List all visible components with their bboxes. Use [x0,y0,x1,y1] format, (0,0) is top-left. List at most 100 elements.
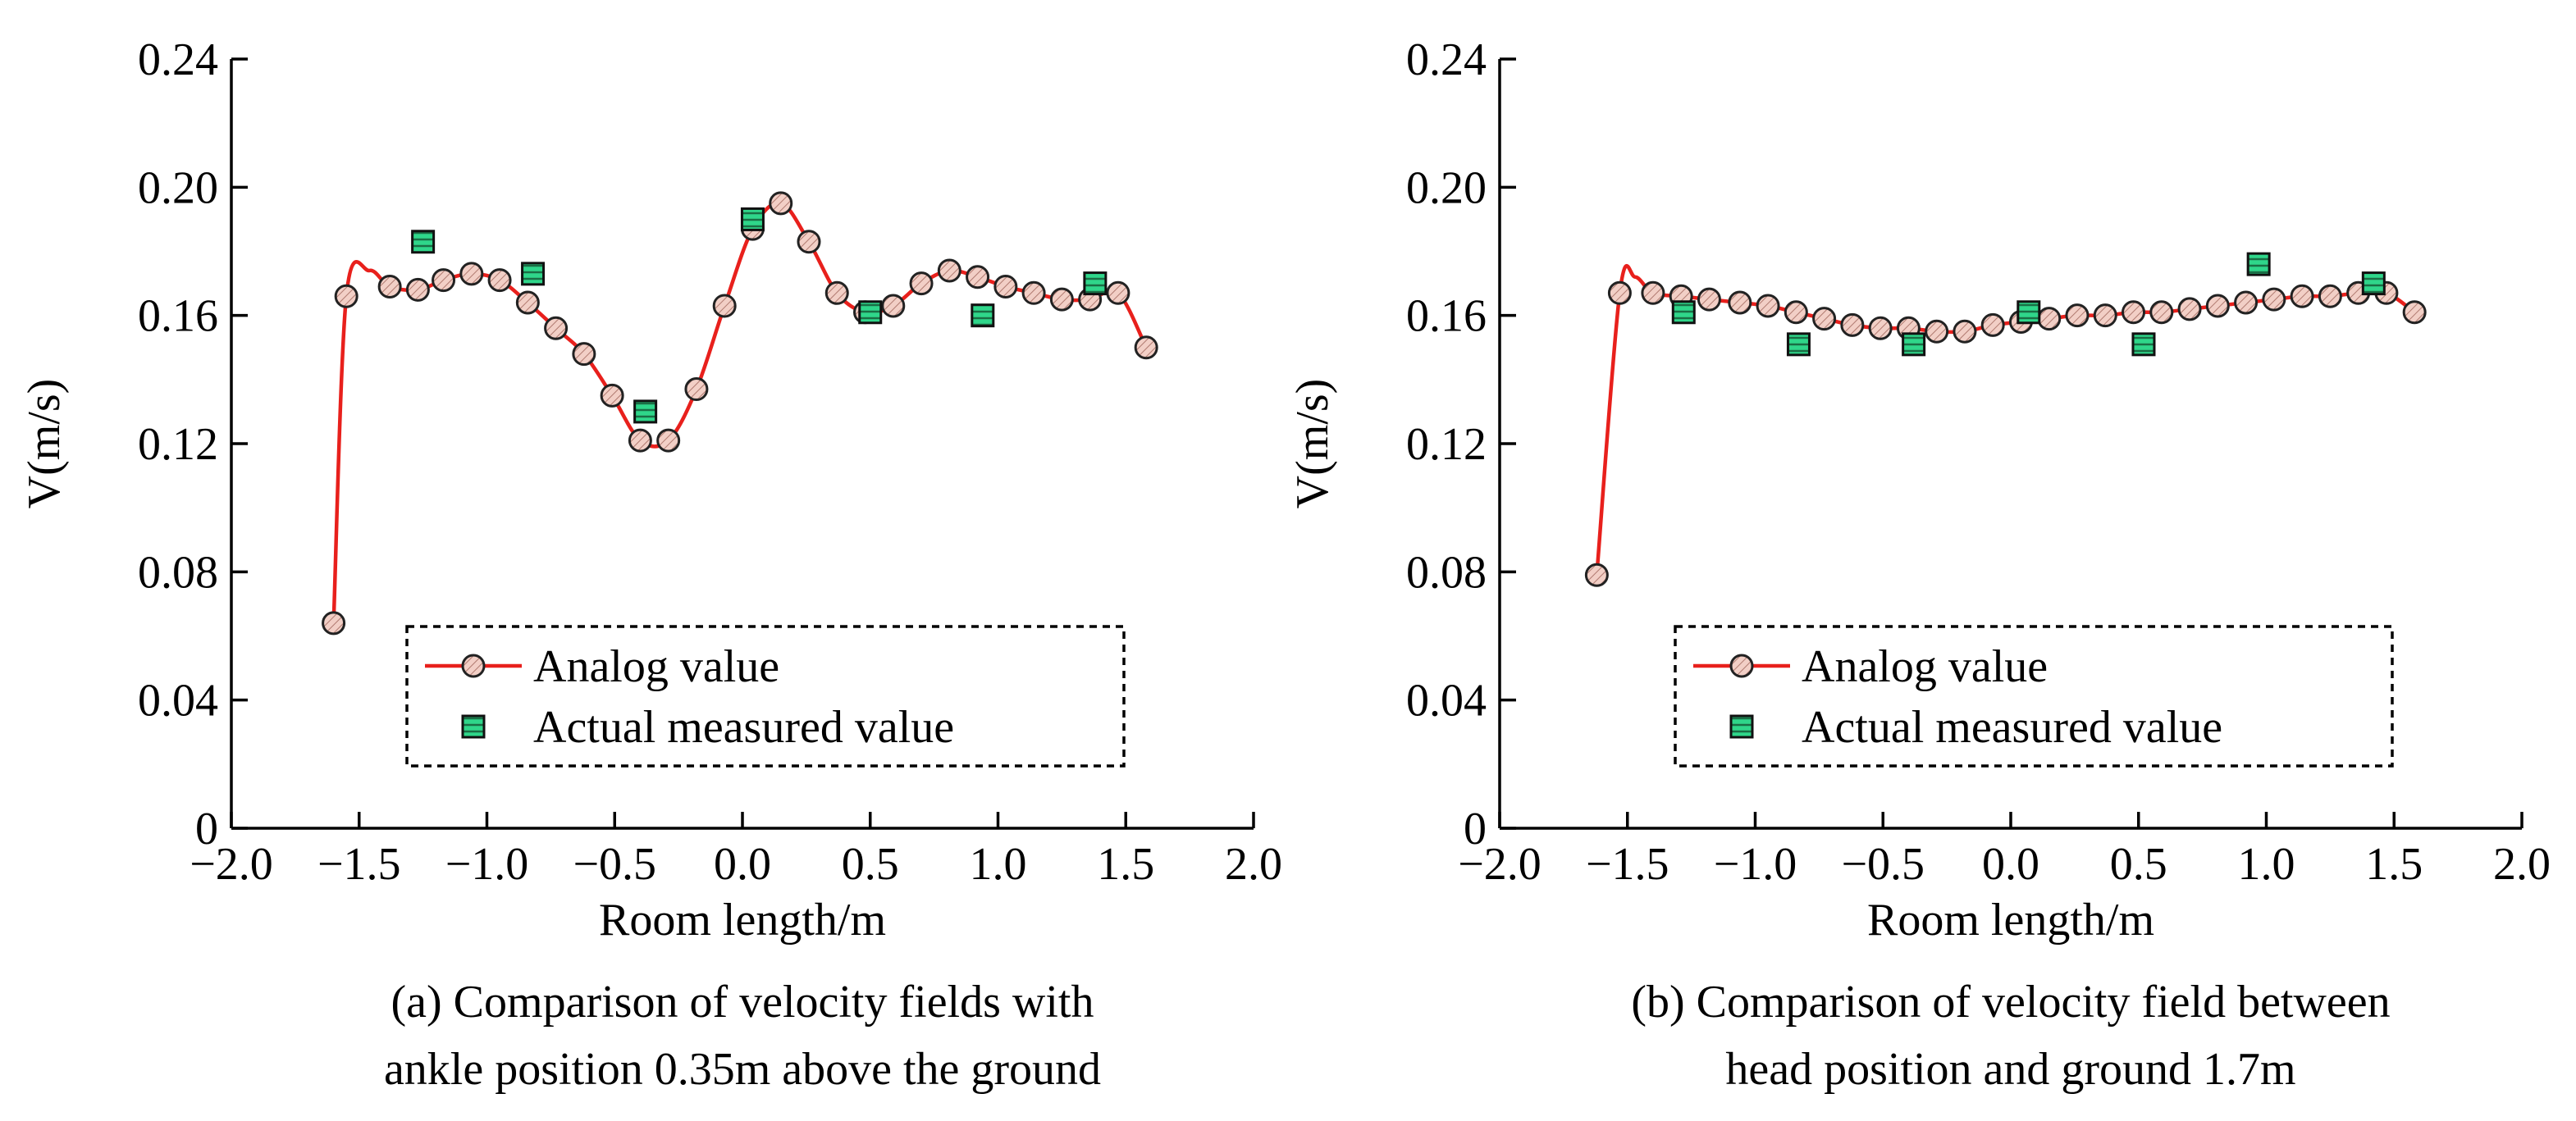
legend: Analog value Actual measured value [405,625,1126,768]
legend-box [1674,625,2394,768]
analog-value-point [937,258,961,283]
measured-value-point [2361,271,2386,296]
analog-value-point [1756,294,1780,318]
analog-value-point [432,268,456,293]
x-tick-label: −2.0 [190,839,273,890]
analog-value-point [2402,300,2427,325]
analog-value-point [2290,284,2314,308]
measured-value-point [2246,252,2271,276]
x-tick-label: 0.5 [2110,839,2167,890]
x-tick-label: 0.0 [1982,839,2039,890]
legend-measured-marker [461,714,486,739]
measured-value-point [2131,332,2156,357]
analog-value-point [2065,303,2090,328]
analog-value-point [2262,287,2286,312]
analog-value-point [2318,284,2342,308]
x-axis-label: Room length/m [599,895,886,946]
analog-value-point [1868,316,1893,340]
legend-analog-label: Analog value [533,641,779,692]
analog-value-point [1021,280,1046,305]
analog-value-point [544,316,569,340]
figure-caption-line: ankle position 0.35m above the ground [384,1044,1101,1095]
analog-value-point [322,611,346,636]
figure-caption-line: (a) Comparison of velocity fields with [391,977,1094,1028]
analog-value-point [487,268,512,293]
x-axis-label: Room length/m [1867,895,2154,946]
analog-value-point [2093,303,2117,328]
y-tick-label: 0.20 [1406,162,1487,213]
x-tick-label: 0.5 [842,839,899,890]
analog-value-point [2149,300,2174,325]
measured-value-point [411,230,436,254]
legend-analog-label: Analog value [1802,641,2048,692]
legend-box [405,625,1126,768]
analog-value-point [993,274,1018,298]
chart-panel-a: 0 0.04 0.08 0.12 0.16 0.20 0.24 −2.0 −1.5 −1.0 −0.… [19,34,1282,1095]
y-tick-label: 0.16 [1406,291,1487,342]
analog-value-point [334,284,359,308]
legend-measured-marker [1729,714,1754,739]
x-tick-label: −2.0 [1458,839,1541,890]
analog-value-point [712,294,737,318]
measured-value-point [858,300,883,325]
analog-value-point [515,290,540,315]
legend-analog-marker [461,654,486,678]
analog-value-point [1728,290,1752,315]
analog-value-point [1980,312,2005,337]
x-tick-label: 2.0 [1225,839,1282,890]
analog-value-point [2122,300,2146,325]
y-tick-label: 0 [195,804,218,854]
analog-value-point [1106,280,1130,305]
x-tick-label: 1.5 [2365,839,2423,890]
measured-value-point [2016,300,2041,325]
analog-value-point [1607,280,1632,305]
analog-value-point [684,377,709,402]
measured-value-point [633,399,658,424]
analog-value-point [881,294,906,318]
analog-value-line [1595,264,2416,576]
analog-value-point [1049,287,1074,312]
analog-value-point [966,265,990,289]
legend-measured-label: Actual measured value [1802,702,2222,753]
analog-value-point [2205,294,2230,318]
measured-value-point [1083,271,1108,296]
y-tick-label: 0.20 [138,162,218,213]
analog-value-point [2037,307,2062,331]
x-tick-label: −0.5 [1841,839,1925,890]
analog-value-point [405,277,430,302]
analog-value-point [1925,319,1949,344]
x-tick-label: 1.5 [1097,839,1154,890]
x-tick-label: −1.0 [445,839,529,890]
analog-value-point [600,383,624,408]
measured-value-point [971,303,995,328]
y-tick-label: 0 [1464,804,1487,854]
y-axis-label: V(m/s) [19,379,70,509]
y-tick-label: 0.08 [1406,547,1487,598]
measured-value-point [1902,332,1926,357]
analog-value-point [1697,287,1721,312]
x-tick-label: −0.5 [573,839,656,890]
chart-panel-b: 0 0.04 0.08 0.12 0.16 0.20 0.24 −2.0 −1.5 −1.0 −0.… [1287,34,2551,1095]
analog-value-line [331,201,1149,623]
analog-value-point [628,428,652,453]
x-tick-label: 1.0 [2238,839,2295,890]
x-tick-label: −1.0 [1714,839,1797,890]
x-tick-label: −1.5 [1586,839,1669,890]
y-tick-label: 0.16 [138,291,218,342]
y-tick-label: 0.04 [1406,676,1487,727]
analog-value-point [2234,290,2259,315]
legend-measured-label: Actual measured value [533,702,954,753]
y-tick-label: 0.08 [138,547,218,598]
analog-value-point [1953,319,1977,344]
measured-value-point [740,207,765,231]
legend-analog-marker [1729,654,1754,678]
analog-value-point [1812,307,1837,331]
figure-caption-line: head position and ground 1.7m [1725,1044,2295,1095]
y-axis-label: V(m/s) [1287,379,1338,509]
measured-value-point [521,262,546,286]
measured-value-point [1786,332,1811,357]
analog-value-point [769,191,793,216]
analog-value-point [1641,280,1665,305]
y-tick-label: 0.24 [1406,34,1487,85]
